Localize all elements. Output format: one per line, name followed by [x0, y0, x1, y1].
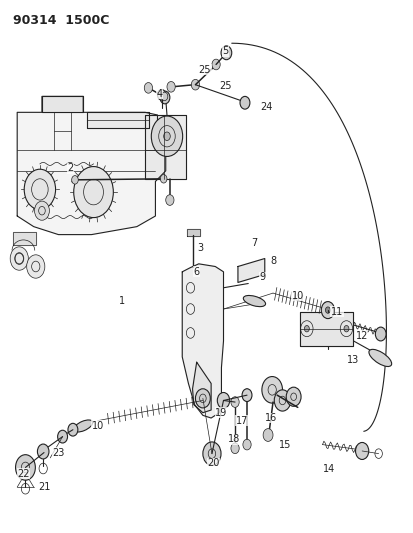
- Circle shape: [10, 247, 28, 270]
- Circle shape: [157, 90, 165, 100]
- Circle shape: [37, 444, 49, 459]
- Text: 17: 17: [235, 416, 248, 426]
- Polygon shape: [87, 112, 149, 128]
- Polygon shape: [192, 362, 211, 413]
- Text: 10: 10: [91, 421, 104, 431]
- Polygon shape: [145, 115, 186, 179]
- Circle shape: [24, 169, 55, 209]
- Text: 13: 13: [347, 354, 359, 365]
- Text: 20: 20: [206, 458, 219, 468]
- Ellipse shape: [74, 420, 93, 432]
- Circle shape: [240, 96, 249, 109]
- Circle shape: [242, 389, 252, 401]
- Polygon shape: [17, 96, 165, 235]
- Circle shape: [217, 392, 229, 408]
- Circle shape: [375, 327, 385, 341]
- Circle shape: [273, 390, 290, 411]
- Text: 22: 22: [17, 469, 30, 479]
- Text: 15: 15: [278, 440, 291, 450]
- Text: 12: 12: [355, 330, 367, 341]
- Circle shape: [343, 326, 348, 332]
- Circle shape: [166, 82, 175, 92]
- Text: 18: 18: [227, 434, 240, 445]
- Text: 19: 19: [215, 408, 227, 418]
- Circle shape: [74, 166, 113, 217]
- Circle shape: [34, 201, 49, 220]
- Text: 1: 1: [119, 296, 125, 306]
- Circle shape: [230, 397, 239, 407]
- Circle shape: [242, 439, 251, 450]
- Text: 2: 2: [68, 163, 74, 173]
- Circle shape: [163, 132, 170, 141]
- Text: 14: 14: [322, 464, 334, 473]
- Polygon shape: [299, 312, 353, 346]
- Circle shape: [16, 455, 35, 480]
- Circle shape: [68, 423, 78, 436]
- Circle shape: [26, 255, 45, 278]
- Circle shape: [160, 174, 166, 183]
- Circle shape: [202, 442, 221, 465]
- Circle shape: [211, 59, 220, 70]
- Circle shape: [144, 83, 152, 93]
- Circle shape: [230, 443, 239, 454]
- Text: 3: 3: [197, 243, 203, 253]
- Circle shape: [195, 389, 210, 408]
- Ellipse shape: [243, 295, 265, 306]
- Circle shape: [320, 302, 334, 319]
- Circle shape: [263, 429, 272, 441]
- Text: 7: 7: [251, 238, 257, 247]
- Text: 16: 16: [264, 413, 276, 423]
- Text: 4: 4: [156, 88, 162, 99]
- Circle shape: [165, 195, 173, 205]
- Circle shape: [159, 91, 169, 104]
- Circle shape: [151, 116, 182, 157]
- Circle shape: [261, 376, 282, 403]
- Text: 90314  1500C: 90314 1500C: [13, 14, 109, 27]
- Text: 5: 5: [222, 46, 228, 56]
- Circle shape: [355, 442, 368, 459]
- Circle shape: [285, 387, 300, 406]
- Circle shape: [221, 46, 231, 60]
- Circle shape: [161, 92, 167, 101]
- Text: 25: 25: [219, 81, 231, 91]
- Text: 25: 25: [198, 65, 211, 75]
- Polygon shape: [182, 264, 223, 418]
- Ellipse shape: [368, 349, 391, 367]
- Text: 23: 23: [52, 448, 64, 457]
- Text: 8: 8: [269, 256, 275, 266]
- Text: 6: 6: [193, 267, 199, 277]
- Circle shape: [325, 307, 330, 313]
- Text: 21: 21: [38, 482, 50, 492]
- Polygon shape: [187, 229, 199, 236]
- Circle shape: [71, 175, 78, 184]
- Circle shape: [57, 430, 67, 443]
- Text: 10: 10: [291, 290, 303, 301]
- Polygon shape: [13, 232, 36, 245]
- Polygon shape: [42, 96, 83, 112]
- Text: 11: 11: [330, 306, 342, 317]
- Circle shape: [304, 326, 309, 332]
- Polygon shape: [237, 259, 264, 282]
- Circle shape: [191, 79, 199, 90]
- Text: 24: 24: [260, 102, 272, 112]
- Text: 9: 9: [259, 272, 265, 282]
